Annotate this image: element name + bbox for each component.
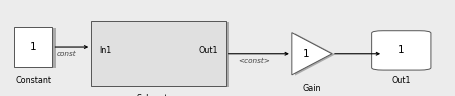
Polygon shape xyxy=(291,33,331,75)
FancyBboxPatch shape xyxy=(371,31,430,70)
Text: 1: 1 xyxy=(30,42,36,52)
Polygon shape xyxy=(294,33,334,76)
FancyBboxPatch shape xyxy=(94,22,228,87)
Text: Out1: Out1 xyxy=(197,46,217,55)
Text: 1: 1 xyxy=(397,45,404,55)
FancyBboxPatch shape xyxy=(91,21,225,86)
FancyBboxPatch shape xyxy=(14,27,52,67)
Text: Gain: Gain xyxy=(302,84,320,93)
FancyBboxPatch shape xyxy=(385,34,422,68)
Text: Subsystem: Subsystem xyxy=(136,94,180,96)
Text: <const>: <const> xyxy=(238,58,270,64)
Text: Constant: Constant xyxy=(15,76,51,85)
Text: 1: 1 xyxy=(302,49,308,59)
Text: const: const xyxy=(56,51,76,57)
FancyBboxPatch shape xyxy=(17,28,56,68)
Text: In1: In1 xyxy=(99,46,111,55)
Text: Out1: Out1 xyxy=(391,76,410,85)
